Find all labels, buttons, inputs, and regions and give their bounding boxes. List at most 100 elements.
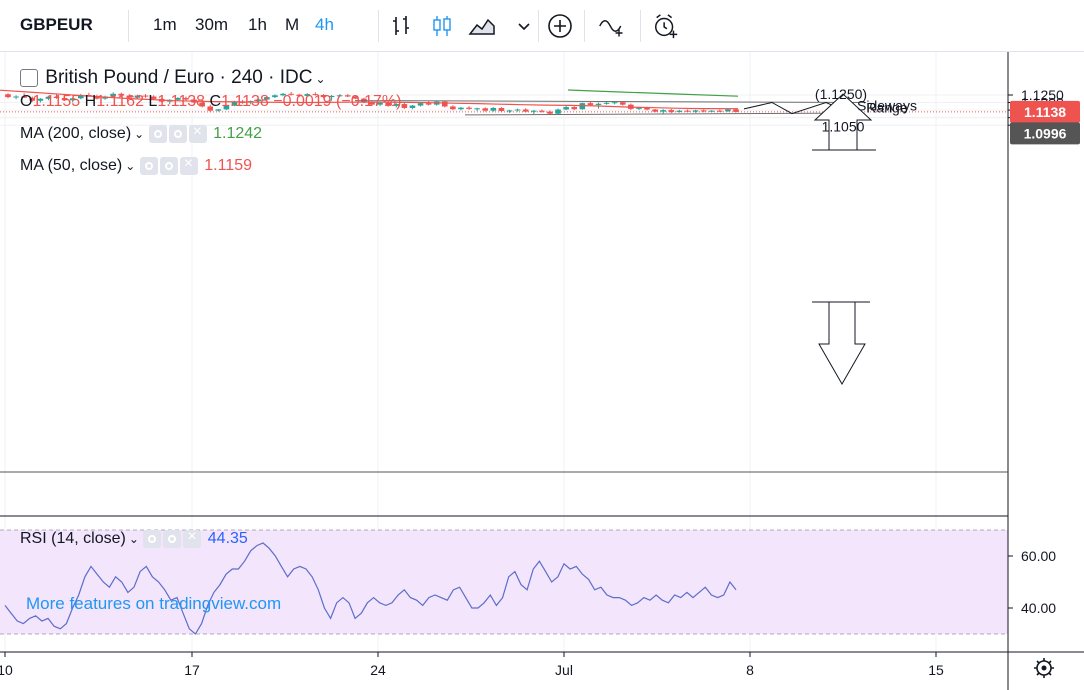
- candle-body: [725, 109, 731, 112]
- eye-icon[interactable]: [148, 125, 167, 143]
- candle-body: [587, 103, 594, 105]
- candle-body: [401, 104, 408, 108]
- candle-body: [231, 101, 238, 106]
- rsi-legend[interactable]: RSI (14, close)⌄ 44.35: [20, 528, 248, 548]
- gear-icon[interactable]: [163, 530, 182, 548]
- ma50-legend[interactable]: MA (50, close)⌄ 1.1159: [20, 155, 252, 175]
- chevron-down-icon[interactable]: ⌄: [134, 127, 145, 142]
- candle-body: [668, 110, 675, 112]
- settings-gear-icon[interactable]: [1034, 658, 1054, 678]
- ma200-line[interactable]: [567, 89, 739, 97]
- toolbar-separator: [378, 10, 379, 42]
- close-icon[interactable]: [188, 123, 207, 143]
- candle-body: [611, 102, 618, 104]
- watermark-link[interactable]: More features on tradingview.com: [26, 594, 282, 613]
- gear-icon[interactable]: [159, 157, 178, 175]
- eye-icon[interactable]: [139, 157, 158, 175]
- rsi-line: [4, 542, 737, 635]
- candle-body: [498, 107, 505, 112]
- add-indicator-icon[interactable]: [546, 12, 574, 40]
- ma50-line[interactable]: [0, 89, 739, 110]
- gear-icon[interactable]: [168, 125, 187, 143]
- chevron-down-icon[interactable]: ⌄: [315, 72, 326, 86]
- chart-legend-title[interactable]: British Pound / Euro · 240 · IDC ⌄: [20, 67, 326, 89]
- ohlc-readout: O1.1155 H1.1162 L1.1138 C1.1138 −0.0019 …: [20, 93, 401, 111]
- interval-m-button[interactable]: M: [285, 15, 300, 34]
- area-chart-icon[interactable]: [468, 12, 496, 40]
- candle-body: [78, 95, 84, 99]
- interval-4h-button[interactable]: 4h: [315, 15, 334, 34]
- trend-line[interactable]: [354, 100, 867, 104]
- candle-body: [466, 107, 472, 109]
- candle-body: [733, 109, 739, 112]
- candle-body: [328, 95, 335, 98]
- candle-body: [304, 94, 311, 96]
- candle-body: [603, 102, 610, 104]
- candle-body: [522, 109, 529, 112]
- bars-chart-icon[interactable]: [388, 12, 416, 40]
- candle-body: [69, 98, 76, 101]
- horizontal-line-price-label: 1.0996: [1024, 125, 1067, 141]
- candle-body: [425, 103, 432, 105]
- chart-annotation: (1.1250): [815, 86, 867, 102]
- chevron-down-icon[interactable]: [510, 12, 538, 40]
- candle-body: [409, 105, 416, 108]
- candle-body: [514, 109, 521, 111]
- candle-body: [547, 111, 553, 114]
- candle-body: [255, 99, 262, 102]
- candle-body: [442, 101, 448, 107]
- candle-body: [29, 97, 36, 101]
- candles-chart-icon[interactable]: [428, 12, 456, 40]
- interval-1m-button[interactable]: 1m: [153, 15, 177, 34]
- ma50-value: 1.1159: [204, 157, 252, 175]
- ma200-legend[interactable]: MA (200, close)⌄ 1.1242: [20, 123, 262, 143]
- toolbar-separator: [640, 10, 641, 42]
- interval-1h-button[interactable]: 1h: [248, 15, 267, 34]
- open-value: 1.1155: [32, 93, 81, 110]
- collapse-icon[interactable]: [20, 68, 38, 87]
- candle-body: [353, 96, 359, 99]
- time-tick-label: Jul: [555, 662, 573, 678]
- candle-body: [636, 107, 642, 109]
- candle-body: [13, 96, 19, 98]
- candle-body: [417, 103, 424, 106]
- candle-body: [53, 96, 60, 99]
- candle-body: [530, 110, 537, 112]
- top-toolbar: GBPEUR 1m 30m 1h M 4h: [0, 0, 1084, 52]
- alarm-clock-icon[interactable]: [652, 12, 680, 40]
- compare-symbol-icon[interactable]: [598, 12, 626, 40]
- candle-body: [21, 96, 27, 98]
- chevron-down-icon[interactable]: ⌄: [128, 532, 139, 547]
- rsi-value: 44.35: [207, 530, 248, 548]
- eye-icon[interactable]: [143, 530, 162, 548]
- candle-body: [207, 106, 214, 111]
- candle-body: [563, 107, 569, 110]
- candle-body: [482, 108, 489, 111]
- candle-body: [595, 103, 602, 105]
- candle-body: [142, 95, 149, 97]
- candle-body: [94, 96, 100, 99]
- candle-body: [37, 98, 44, 101]
- high-value: 1.1162: [96, 93, 144, 110]
- trend-line[interactable]: [464, 112, 847, 116]
- candle-body: [700, 110, 707, 112]
- high-label: H: [84, 93, 97, 110]
- interval-30m-button[interactable]: 30m: [195, 15, 229, 34]
- candle-body: [369, 102, 375, 105]
- symbol-name[interactable]: GBPEUR: [20, 15, 93, 34]
- close-value: 1.1138: [221, 93, 269, 110]
- close-icon[interactable]: [179, 155, 198, 175]
- candle-body: [450, 106, 456, 110]
- chevron-down-icon[interactable]: ⌄: [125, 159, 136, 174]
- candle-body: [45, 96, 52, 99]
- close-icon[interactable]: [183, 528, 202, 548]
- rsi-tick-label: 60.00: [1021, 548, 1056, 564]
- candle-body: [644, 107, 650, 110]
- up-arrow-icon[interactable]: [813, 93, 873, 150]
- candle-body: [619, 102, 626, 105]
- down-arrow-icon[interactable]: [818, 302, 866, 386]
- time-tick-label: 8: [746, 662, 754, 678]
- candle-body: [652, 109, 658, 112]
- candle-body: [336, 95, 343, 97]
